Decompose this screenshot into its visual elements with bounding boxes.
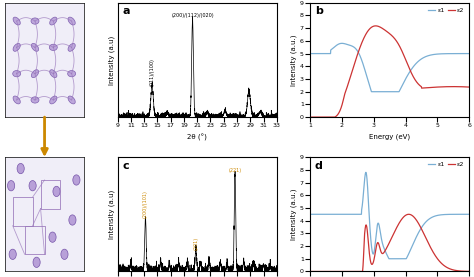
- Y-axis label: Intensity (a.u.): Intensity (a.u.): [291, 34, 297, 86]
- Ellipse shape: [68, 17, 75, 25]
- Ellipse shape: [68, 96, 75, 104]
- Ellipse shape: [49, 44, 57, 50]
- Circle shape: [8, 181, 15, 191]
- Circle shape: [9, 249, 16, 260]
- Legend: ε1, ε2: ε1, ε2: [426, 160, 466, 169]
- Y-axis label: Intensity (a.u): Intensity (a.u): [108, 35, 115, 84]
- Ellipse shape: [31, 18, 39, 24]
- Circle shape: [61, 249, 68, 260]
- Circle shape: [49, 232, 56, 242]
- Ellipse shape: [13, 43, 20, 51]
- Text: (201): (201): [193, 237, 198, 250]
- Text: (221): (221): [228, 168, 242, 173]
- Circle shape: [29, 181, 36, 191]
- Ellipse shape: [50, 70, 57, 78]
- Ellipse shape: [31, 70, 38, 78]
- Ellipse shape: [13, 71, 21, 77]
- Text: (011)/(100): (011)/(100): [150, 58, 155, 86]
- Text: c: c: [122, 161, 129, 171]
- Text: a: a: [122, 6, 130, 16]
- Ellipse shape: [68, 71, 76, 77]
- Ellipse shape: [31, 97, 39, 103]
- Ellipse shape: [50, 17, 57, 25]
- Circle shape: [53, 186, 60, 197]
- X-axis label: 2θ (°): 2θ (°): [187, 134, 207, 141]
- Y-axis label: Intensity (a.u.): Intensity (a.u.): [291, 189, 297, 240]
- Ellipse shape: [13, 96, 20, 104]
- Text: (200)/(112)/(020): (200)/(112)/(020): [171, 13, 214, 18]
- Y-axis label: Intensity (a.u): Intensity (a.u): [108, 190, 115, 239]
- Text: d: d: [315, 161, 323, 171]
- Circle shape: [69, 215, 76, 225]
- Text: b: b: [315, 6, 323, 16]
- Ellipse shape: [13, 17, 20, 25]
- Ellipse shape: [50, 96, 57, 104]
- Circle shape: [73, 175, 80, 185]
- Legend: ε1, ε2: ε1, ε2: [426, 6, 466, 15]
- X-axis label: Energy (eV): Energy (eV): [369, 134, 410, 140]
- Ellipse shape: [68, 43, 75, 51]
- Circle shape: [17, 163, 24, 174]
- Text: (200)/(101): (200)/(101): [143, 190, 148, 218]
- Circle shape: [33, 257, 40, 268]
- Ellipse shape: [31, 43, 38, 51]
